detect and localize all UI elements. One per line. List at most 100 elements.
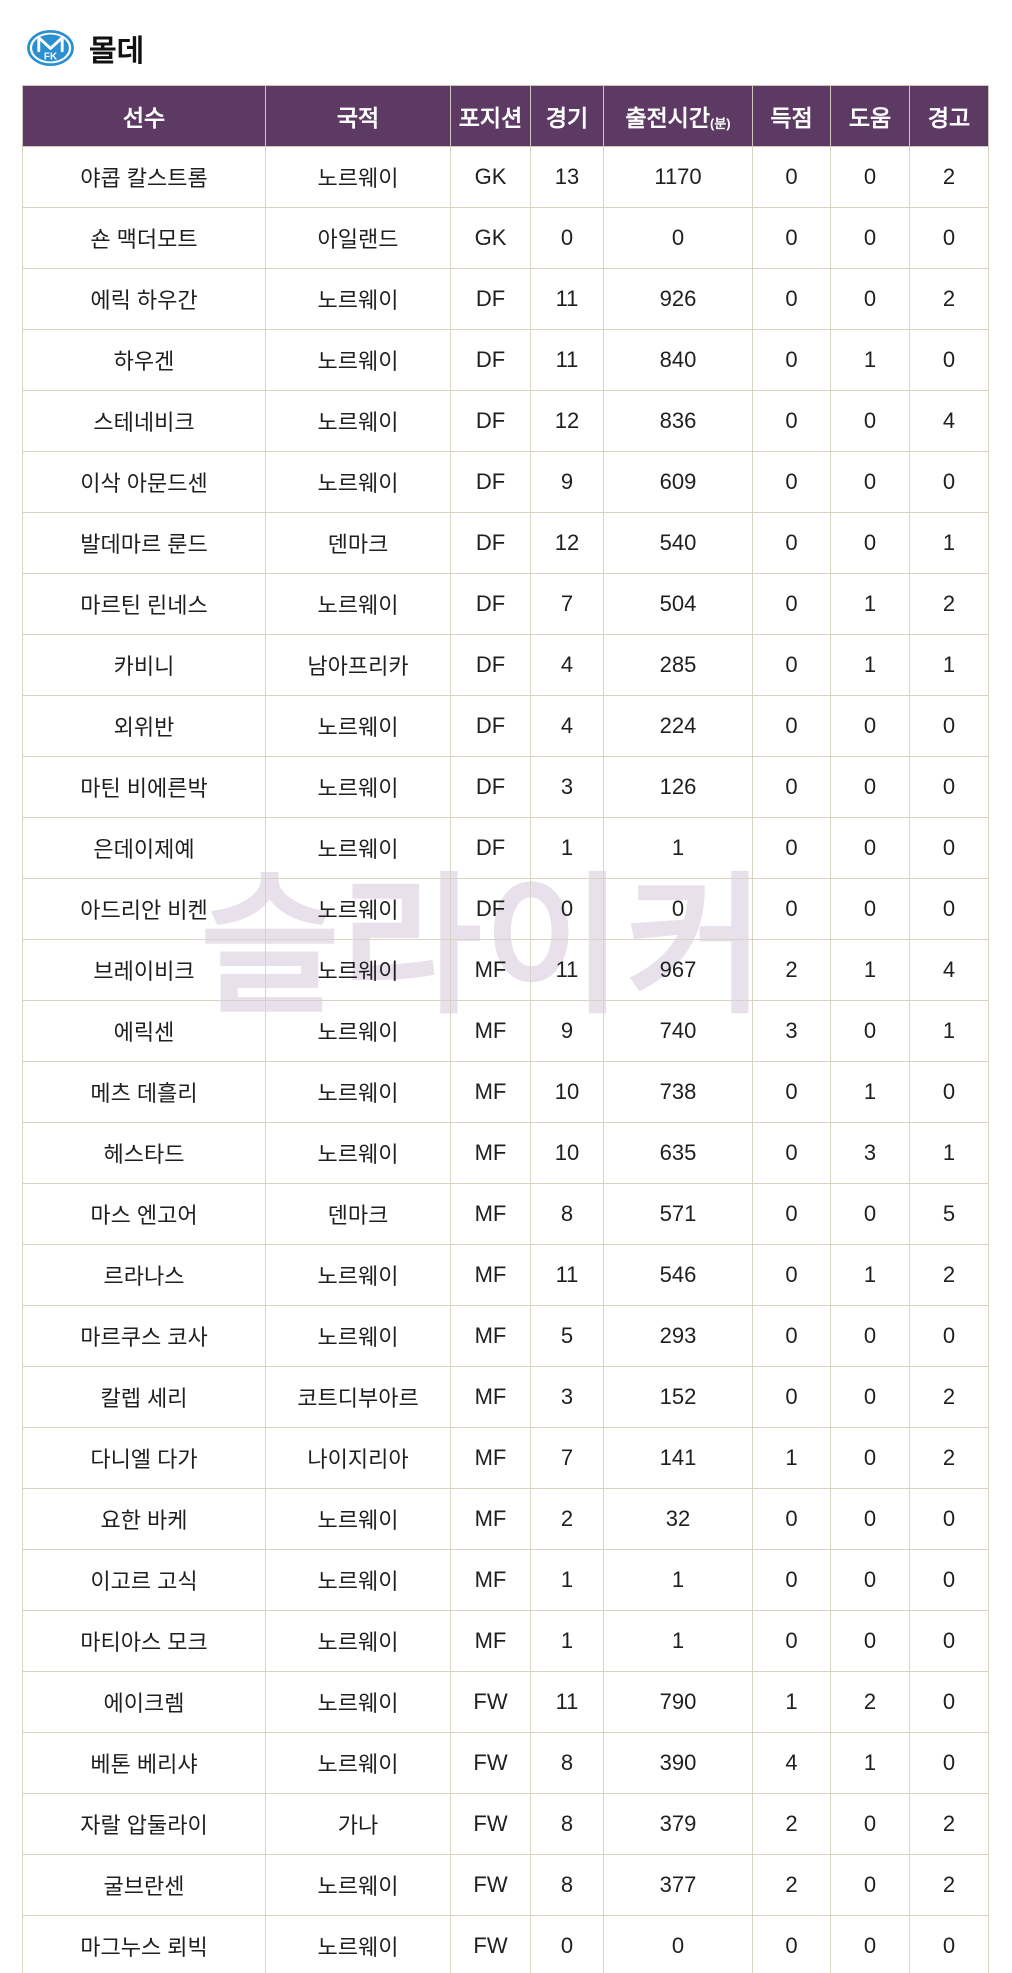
table-row: 이삭 아문드센 노르웨이 DF 9 609 0 0 0 [22, 451, 989, 513]
cell-player: 다니엘 다가 [22, 1427, 266, 1489]
cell-position: DF [450, 451, 531, 513]
cell-position: GK [450, 207, 531, 269]
cell-position: DF [450, 878, 531, 940]
cell-yellow-cards: 2 [909, 268, 989, 330]
cell-player: 아드리안 비켄 [22, 878, 266, 940]
cell-assists: 1 [830, 329, 910, 391]
team-header: FK 몰데 [27, 26, 144, 70]
cell-goals: 0 [752, 207, 831, 269]
column-header-position: 포지션 [450, 85, 531, 147]
cell-matches: 1 [530, 1549, 604, 1611]
cell-matches: 8 [530, 1732, 604, 1794]
cell-player: 하우겐 [22, 329, 266, 391]
cell-matches: 11 [530, 1671, 604, 1733]
table-row: 다니엘 다가 나이지리아 MF 7 141 1 0 2 [22, 1427, 989, 1489]
cell-nationality: 나이지리아 [265, 1427, 451, 1489]
cell-minutes: 1170 [603, 146, 753, 208]
table-row: 에릭센 노르웨이 MF 9 740 3 0 1 [22, 1000, 989, 1062]
cell-yellow-cards: 0 [909, 1488, 989, 1550]
cell-yellow-cards: 0 [909, 878, 989, 940]
cell-goals: 0 [752, 1366, 831, 1428]
cell-nationality: 덴마크 [265, 512, 451, 574]
cell-matches: 4 [530, 695, 604, 757]
cell-nationality: 노르웨이 [265, 756, 451, 818]
column-header-nationality: 국적 [265, 85, 451, 147]
cell-minutes: 540 [603, 512, 753, 574]
cell-minutes: 0 [603, 207, 753, 269]
cell-position: DF [450, 390, 531, 452]
cell-yellow-cards: 2 [909, 1427, 989, 1489]
svg-text:FK: FK [44, 52, 58, 63]
cell-assists: 1 [830, 1732, 910, 1794]
cell-assists: 1 [830, 939, 910, 1001]
cell-goals: 1 [752, 1671, 831, 1733]
cell-assists: 0 [830, 1793, 910, 1855]
cell-assists: 0 [830, 1854, 910, 1916]
cell-yellow-cards: 2 [909, 1366, 989, 1428]
cell-assists: 2 [830, 1671, 910, 1733]
cell-goals: 0 [752, 573, 831, 635]
cell-matches: 10 [530, 1061, 604, 1123]
cell-yellow-cards: 0 [909, 1671, 989, 1733]
cell-player: 자랄 압둘라이 [22, 1793, 266, 1855]
cell-player: 마그누스 뢰빅 [22, 1915, 266, 1973]
cell-assists: 1 [830, 634, 910, 696]
cell-nationality: 노르웨이 [265, 451, 451, 513]
cell-goals: 0 [752, 1305, 831, 1367]
molde-fk-crest-icon: FK [27, 30, 74, 66]
cell-minutes: 293 [603, 1305, 753, 1367]
cell-nationality: 노르웨이 [265, 1488, 451, 1550]
cell-nationality: 노르웨이 [265, 1854, 451, 1916]
cell-goals: 0 [752, 695, 831, 757]
cell-position: FW [450, 1854, 531, 1916]
cell-player: 베톤 베리샤 [22, 1732, 266, 1794]
cell-player: 칼렙 세리 [22, 1366, 266, 1428]
cell-goals: 0 [752, 1549, 831, 1611]
cell-yellow-cards: 4 [909, 939, 989, 1001]
cell-goals: 0 [752, 817, 831, 879]
cell-nationality: 노르웨이 [265, 329, 451, 391]
cell-yellow-cards: 0 [909, 1610, 989, 1672]
cell-nationality: 아일랜드 [265, 207, 451, 269]
header-row: 선수 국적 포지션 경기 출전시간(분) 득점 도움 경고 [22, 85, 989, 147]
cell-matches: 11 [530, 1244, 604, 1306]
cell-nationality: 노르웨이 [265, 390, 451, 452]
table-row: 굴브란센 노르웨이 FW 8 377 2 0 2 [22, 1854, 989, 1916]
cell-goals: 0 [752, 1244, 831, 1306]
cell-matches: 0 [530, 1915, 604, 1973]
cell-nationality: 노르웨이 [265, 1000, 451, 1062]
cell-player: 메츠 데흘리 [22, 1061, 266, 1123]
cell-matches: 13 [530, 146, 604, 208]
cell-goals: 0 [752, 1122, 831, 1184]
table-row: 메츠 데흘리 노르웨이 MF 10 738 0 1 0 [22, 1061, 989, 1123]
cell-assists: 0 [830, 817, 910, 879]
column-header-player: 선수 [22, 85, 266, 147]
cell-goals: 0 [752, 451, 831, 513]
cell-yellow-cards: 0 [909, 1732, 989, 1794]
cell-assists: 0 [830, 207, 910, 269]
cell-minutes: 1 [603, 817, 753, 879]
cell-goals: 0 [752, 878, 831, 940]
cell-player: 에릭 하우간 [22, 268, 266, 330]
cell-yellow-cards: 0 [909, 1305, 989, 1367]
cell-minutes: 0 [603, 878, 753, 940]
cell-yellow-cards: 1 [909, 634, 989, 696]
cell-minutes: 738 [603, 1061, 753, 1123]
cell-nationality: 노르웨이 [265, 146, 451, 208]
players-stats-table: 선수 국적 포지션 경기 출전시간(분) 득점 도움 경고 야콥 칼스트롬 노르웨이 GK 13 11… [22, 85, 989, 1973]
cell-matches: 8 [530, 1183, 604, 1245]
cell-goals: 0 [752, 1061, 831, 1123]
table-body: 야콥 칼스트롬 노르웨이 GK 13 1170 0 0 2 숀 맥더모트 아일랜드 GK 0 0 0 0 0 에… [22, 146, 989, 1973]
cell-position: MF [450, 939, 531, 1001]
cell-position: DF [450, 756, 531, 818]
cell-assists: 0 [830, 451, 910, 513]
cell-player: 르라나스 [22, 1244, 266, 1306]
cell-yellow-cards: 0 [909, 1915, 989, 1973]
cell-position: MF [450, 1244, 531, 1306]
table-row: 마그누스 뢰빅 노르웨이 FW 0 0 0 0 0 [22, 1915, 989, 1973]
cell-goals: 0 [752, 268, 831, 330]
table-row: 에이크렘 노르웨이 FW 11 790 1 2 0 [22, 1671, 989, 1733]
cell-player: 요한 바케 [22, 1488, 266, 1550]
table-row: 은데이제예 노르웨이 DF 1 1 0 0 0 [22, 817, 989, 879]
